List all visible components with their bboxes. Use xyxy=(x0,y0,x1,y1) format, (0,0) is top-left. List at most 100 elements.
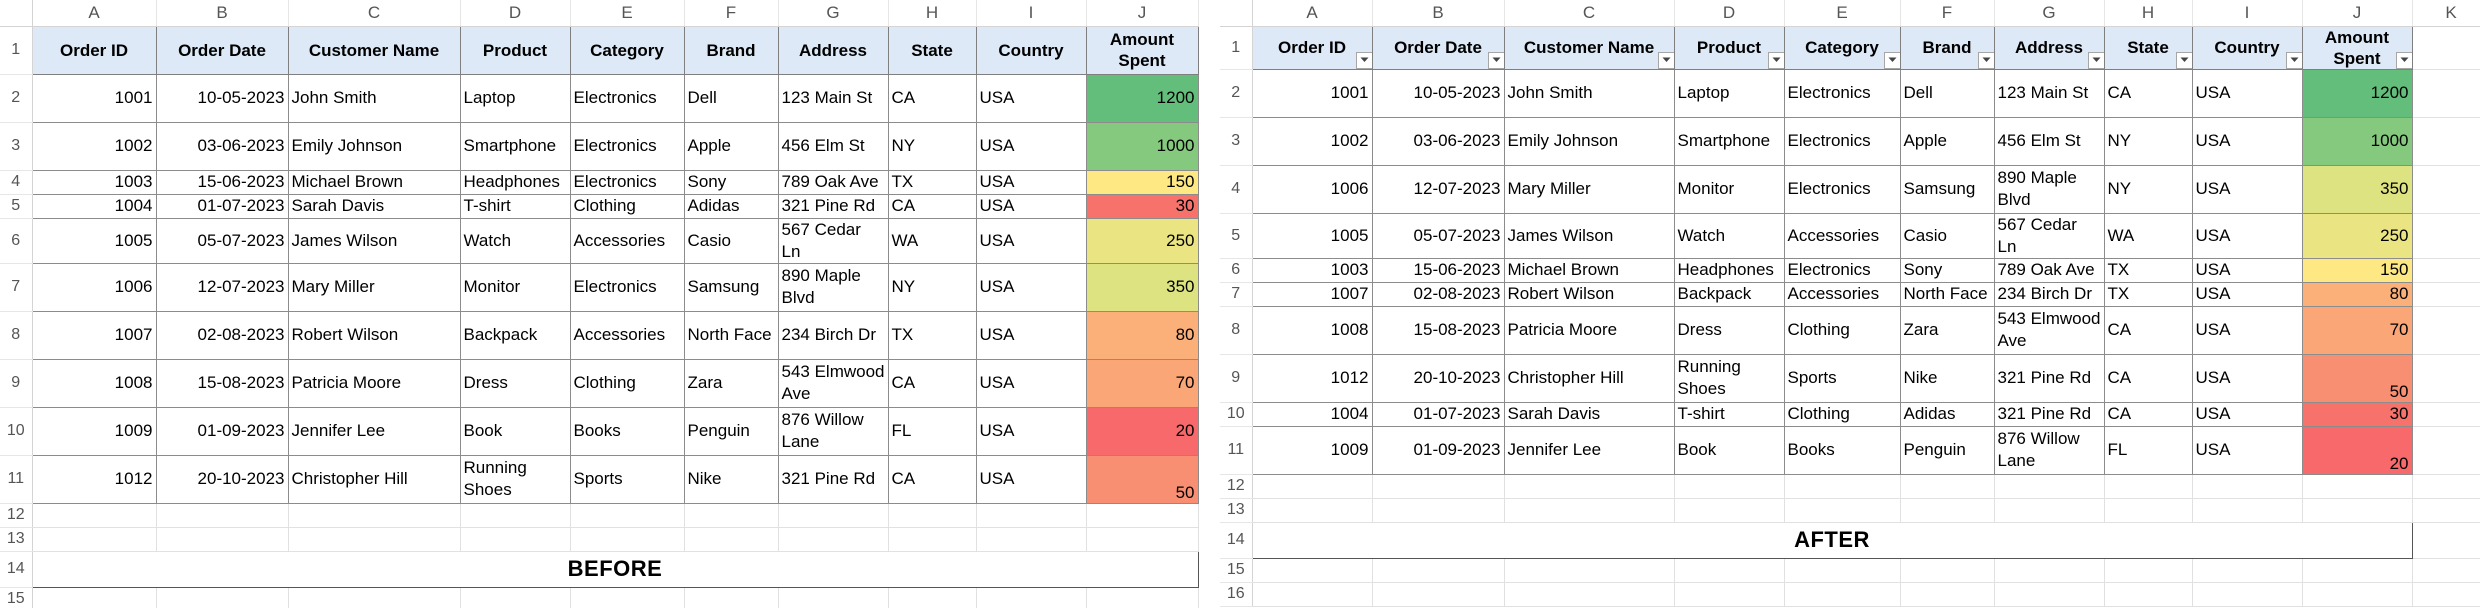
cell-amount[interactable]: 1200 xyxy=(1085,73,1199,123)
cell-category[interactable]: Electronics xyxy=(569,121,685,171)
cell-name[interactable]: Christopher Hill xyxy=(1503,353,1675,403)
cell-category[interactable]: Books xyxy=(569,406,685,456)
column-header-h[interactable]: H xyxy=(888,0,977,27)
empty-cell[interactable] xyxy=(1086,503,1199,528)
cell-category[interactable]: Electronics xyxy=(1783,164,1901,214)
select-all-corner[interactable] xyxy=(0,0,33,27)
cell-brand[interactable]: Dell xyxy=(1899,68,1995,118)
row-header[interactable]: 6 xyxy=(0,218,33,264)
cell-country[interactable]: USA xyxy=(2191,281,2303,307)
empty-cell[interactable] xyxy=(1252,474,1373,499)
empty-cell[interactable] xyxy=(570,527,685,552)
cell-brand[interactable]: Adidas xyxy=(683,193,779,219)
empty-cell[interactable] xyxy=(1900,558,1995,583)
empty-cell[interactable] xyxy=(1994,498,2105,523)
cell-product[interactable]: Book xyxy=(459,406,571,456)
row-header[interactable]: 13 xyxy=(1220,498,1253,523)
cell-amount[interactable]: 150 xyxy=(2301,257,2413,283)
empty-cell[interactable] xyxy=(888,503,977,528)
row-header[interactable]: 15 xyxy=(1220,558,1253,583)
empty-cell[interactable] xyxy=(1900,498,1995,523)
cell-state[interactable]: TX xyxy=(887,169,977,195)
cell-country[interactable]: USA xyxy=(2191,353,2303,403)
cell-product[interactable]: Backpack xyxy=(459,310,571,360)
cell-state[interactable]: CA xyxy=(2103,305,2193,355)
column-header-f[interactable]: F xyxy=(1900,0,1995,27)
cell-category[interactable]: Electronics xyxy=(1783,68,1901,118)
cell-amount[interactable]: 80 xyxy=(2301,281,2413,307)
cell-id[interactable]: 1008 xyxy=(31,358,157,408)
column-header-g[interactable]: G xyxy=(1994,0,2105,27)
cell-product[interactable]: Smartphone xyxy=(459,121,571,171)
empty-cell[interactable] xyxy=(778,527,889,552)
header-cell-id[interactable]: Order ID xyxy=(1251,25,1373,70)
empty-cell[interactable] xyxy=(1784,474,1901,499)
cell-amount[interactable]: 50 xyxy=(1085,454,1199,504)
cell-brand[interactable]: North Face xyxy=(1899,281,1995,307)
cell-id[interactable]: 1003 xyxy=(31,169,157,195)
cell-brand[interactable]: Penguin xyxy=(683,406,779,456)
cell-date[interactable]: 15-08-2023 xyxy=(1371,305,1505,355)
row-header[interactable]: 13 xyxy=(0,527,33,552)
cell-date[interactable]: 12-07-2023 xyxy=(1371,164,1505,214)
column-header-f[interactable]: F xyxy=(684,0,779,27)
column-header-c[interactable]: C xyxy=(1504,0,1675,27)
cell-date[interactable]: 20-10-2023 xyxy=(1371,353,1505,403)
empty-cell[interactable] xyxy=(1784,558,1901,583)
cell-amount[interactable]: 150 xyxy=(1085,169,1199,195)
cell-name[interactable]: Michael Brown xyxy=(287,169,461,195)
cell-product[interactable]: Laptop xyxy=(1673,68,1785,118)
empty-cell[interactable] xyxy=(888,527,977,552)
cell-category[interactable]: Accessories xyxy=(1783,212,1901,259)
empty-cell[interactable] xyxy=(1900,474,1995,499)
row-header[interactable]: 3 xyxy=(1220,117,1253,166)
cell-state[interactable]: CA xyxy=(887,73,977,123)
header-cell-amount[interactable]: Amount Spent xyxy=(2301,25,2413,70)
cell-country[interactable]: USA xyxy=(975,358,1087,408)
cell-name[interactable]: John Smith xyxy=(287,73,461,123)
cell-id[interactable]: 1009 xyxy=(1251,425,1373,475)
row-header[interactable]: 2 xyxy=(0,74,33,123)
column-header-j[interactable]: J xyxy=(2302,0,2413,27)
header-cell-product[interactable]: Product xyxy=(459,25,571,75)
cell-id[interactable]: 1004 xyxy=(1251,401,1373,427)
cell-name[interactable]: Robert Wilson xyxy=(1503,281,1675,307)
row-header[interactable]: 4 xyxy=(1220,165,1253,214)
cell-name[interactable]: Jennifer Lee xyxy=(287,406,461,456)
cell-amount[interactable]: 80 xyxy=(1085,310,1199,360)
cell-amount[interactable]: 70 xyxy=(2301,305,2413,355)
cell-state[interactable]: CA xyxy=(887,193,977,219)
empty-cell[interactable] xyxy=(2412,354,2480,403)
cell-state[interactable]: NY xyxy=(2103,116,2193,166)
empty-cell[interactable] xyxy=(888,587,977,608)
row-header[interactable]: 10 xyxy=(0,407,33,456)
empty-cell[interactable] xyxy=(976,503,1087,528)
empty-cell[interactable] xyxy=(32,503,157,528)
cell-date[interactable]: 10-05-2023 xyxy=(1371,68,1505,118)
cell-category[interactable]: Electronics xyxy=(1783,257,1901,283)
empty-cell[interactable] xyxy=(1086,527,1199,552)
cell-country[interactable]: USA xyxy=(2191,305,2303,355)
cell-id[interactable]: 1002 xyxy=(1251,116,1373,166)
cell-name[interactable]: Michael Brown xyxy=(1503,257,1675,283)
cell-state[interactable]: CA xyxy=(2103,353,2193,403)
cell-brand[interactable]: Dell xyxy=(683,73,779,123)
empty-cell[interactable] xyxy=(684,527,779,552)
column-header-e[interactable]: E xyxy=(1784,0,1901,27)
empty-cell[interactable] xyxy=(1504,474,1675,499)
cell-name[interactable]: Mary Miller xyxy=(287,262,461,312)
row-header[interactable]: 9 xyxy=(1220,354,1253,403)
cell-product[interactable]: Dress xyxy=(1673,305,1785,355)
empty-cell[interactable] xyxy=(1504,498,1675,523)
row-header[interactable]: 1 xyxy=(0,26,33,75)
empty-cell[interactable] xyxy=(778,587,889,608)
column-header-b[interactable]: B xyxy=(1372,0,1505,27)
cell-category[interactable]: Electronics xyxy=(569,262,685,312)
cell-state[interactable]: FL xyxy=(2103,425,2193,475)
cell-brand[interactable]: Apple xyxy=(683,121,779,171)
cell-country[interactable]: USA xyxy=(975,193,1087,219)
column-header-d[interactable]: D xyxy=(1674,0,1785,27)
empty-cell[interactable] xyxy=(2412,306,2480,355)
header-cell-brand[interactable]: Brand xyxy=(683,25,779,75)
row-header[interactable]: 8 xyxy=(0,311,33,360)
